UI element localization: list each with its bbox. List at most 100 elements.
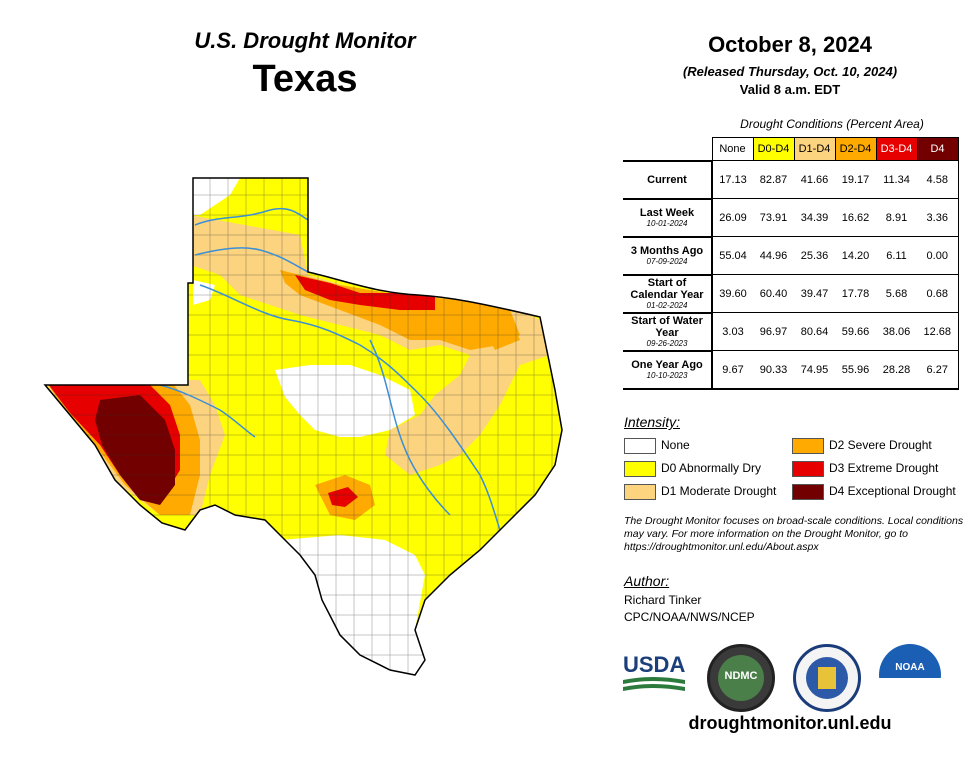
noaa-logo: NOAA: [879, 644, 941, 706]
d3-red-river-area: [295, 275, 435, 310]
table-row: Current 17.13 82.87 41.66 19.17 11.34 4.…: [623, 159, 959, 200]
release-date: (Released Thursday, Oct. 10, 2024): [682, 64, 898, 79]
doc-seal-shield: [818, 667, 836, 689]
row-label: 3 Months Ago 07-09-2024: [623, 235, 713, 276]
valid-time: Valid 8 a.m. EDT: [739, 82, 841, 97]
table-caption: Drought Conditions (Percent Area): [740, 117, 924, 131]
author-org: CPC/NOAA/NWS/NCEP: [624, 610, 755, 624]
table-cell: 0.00: [917, 236, 959, 275]
d2-east-area: [480, 315, 520, 350]
table-row: Start of Water Year 09-26-2023 3.03 96.97…: [623, 311, 959, 352]
table-cell: 3.36: [917, 198, 959, 237]
ndmc-logo: NDMC: [707, 644, 775, 712]
usda-logo-text: USDA: [623, 652, 685, 677]
map-title: U.S. Drought Monitor: [194, 28, 416, 53]
table-cell: 26.09: [712, 198, 753, 237]
legend-d2: D2 Severe Drought: [792, 436, 932, 454]
table-cell: 80.64: [794, 312, 835, 351]
none-hill-country-area: [275, 365, 415, 437]
table-cell: 5.68: [876, 274, 917, 313]
legend-d3: D3 Extreme Drought: [792, 459, 938, 477]
author-name: Richard Tinker: [624, 593, 702, 607]
table-cell: 90.33: [753, 350, 794, 390]
texas-outline: [43, 177, 563, 676]
row-label: Start of Water Year 09-26-2023: [623, 311, 713, 352]
table-header-row: None D0-D4 D1-D4 D2-D4 D3-D4 D4: [623, 137, 959, 161]
noaa-logo-text: NOAA: [895, 662, 925, 673]
d3-central-area: [328, 487, 358, 507]
row-date: 09-26-2023: [646, 338, 688, 348]
d4-big-bend-area: [95, 395, 175, 505]
legend-none: None: [624, 436, 690, 454]
ndmc-logo-text: NDMC: [724, 670, 758, 682]
noaa-logo-wave: [879, 678, 941, 706]
swatch-d1: [624, 483, 656, 500]
table-cell: 38.06: [876, 312, 917, 351]
texas-map-svg: [43, 177, 563, 676]
swatch-d0: [624, 460, 656, 477]
table-cell: 60.40: [753, 274, 794, 313]
table-cell: 44.96: [753, 236, 794, 275]
table-cell: 55.04: [712, 236, 753, 275]
table-cell: 16.62: [835, 198, 876, 237]
author-info: Richard Tinker CPC/NOAA/NWS/NCEP: [624, 592, 755, 626]
table-cell: 82.87: [753, 160, 794, 199]
rivers: [159, 208, 501, 531]
col-d3-header: D3-D4: [875, 137, 918, 161]
swatch-d3: [792, 460, 824, 477]
table-cell: 55.96: [835, 350, 876, 390]
table-cell: 19.17: [835, 160, 876, 199]
author-heading: Author:: [624, 573, 670, 589]
table-cell: 3.03: [712, 312, 753, 351]
table-row: One Year Ago 10-10-2023 9.67 90.33 74.95 …: [623, 349, 959, 390]
table-cell: 12.68: [917, 312, 959, 351]
table-cell: 73.91: [753, 198, 794, 237]
col-d2-header: D2-D4: [834, 137, 877, 161]
table-cell: 25.36: [794, 236, 835, 275]
map-date: October 8, 2024: [708, 32, 872, 57]
table-cell: 8.91: [876, 198, 917, 237]
table-cell: 17.78: [835, 274, 876, 313]
row-date: 10-01-2024: [646, 218, 688, 228]
none-west-panhandle-area: [193, 280, 215, 305]
legend-d1: D1 Moderate Drought: [624, 482, 776, 500]
table-cell: 9.67: [712, 350, 753, 390]
row-label: Start of Calendar Year 01-02-2024: [623, 273, 713, 314]
table-cell: 14.20: [835, 236, 876, 275]
table-cell: 59.66: [835, 312, 876, 351]
col-d0-header: D0-D4: [752, 137, 795, 161]
table-cell: 17.13: [712, 160, 753, 199]
row-date: 07-09-2024: [646, 256, 688, 266]
table-cell: 39.60: [712, 274, 753, 313]
table-cell: 39.47: [794, 274, 835, 313]
none-south-texas-area: [280, 535, 425, 675]
swatch-d4: [792, 483, 824, 500]
table-cell: 34.39: [794, 198, 835, 237]
ndmc-logo-inner: [718, 655, 764, 701]
col-none-header: None: [711, 137, 754, 161]
usda-logo-svg: USDA: [623, 652, 685, 691]
table-cell: 74.95: [794, 350, 835, 390]
table-row: Start of Calendar Year 01-02-2024 39.60 6…: [623, 273, 959, 314]
table-cell: 6.11: [876, 236, 917, 275]
table-cell: 6.27: [917, 350, 959, 390]
website-url[interactable]: droughtmonitor.unl.edu: [688, 713, 892, 733]
drought-conditions-table: None D0-D4 D1-D4 D2-D4 D3-D4 D4 Current …: [623, 137, 959, 390]
d1-north-east-area: [190, 215, 550, 475]
legend-d4: D4 Exceptional Drought: [792, 482, 956, 500]
row-date: 10-10-2023: [646, 370, 688, 380]
legend-d0: D0 Abnormally Dry: [624, 459, 761, 477]
row-label: One Year Ago 10-10-2023: [623, 349, 713, 390]
state-name: Texas: [252, 58, 358, 100]
row-label: Last Week 10-01-2024: [623, 197, 713, 238]
table-cell: 0.68: [917, 274, 959, 313]
table-cell: 11.34: [876, 160, 917, 199]
table-cell: 4.58: [917, 160, 959, 199]
swatch-none: [624, 437, 656, 454]
legend-heading: Intensity:: [624, 414, 681, 430]
table-cell: 96.97: [753, 312, 794, 351]
table-cell: 41.66: [794, 160, 835, 199]
row-date: 01-02-2024: [646, 300, 688, 310]
usda-logo: USDA: [623, 650, 685, 698]
col-d1-header: D1-D4: [793, 137, 836, 161]
